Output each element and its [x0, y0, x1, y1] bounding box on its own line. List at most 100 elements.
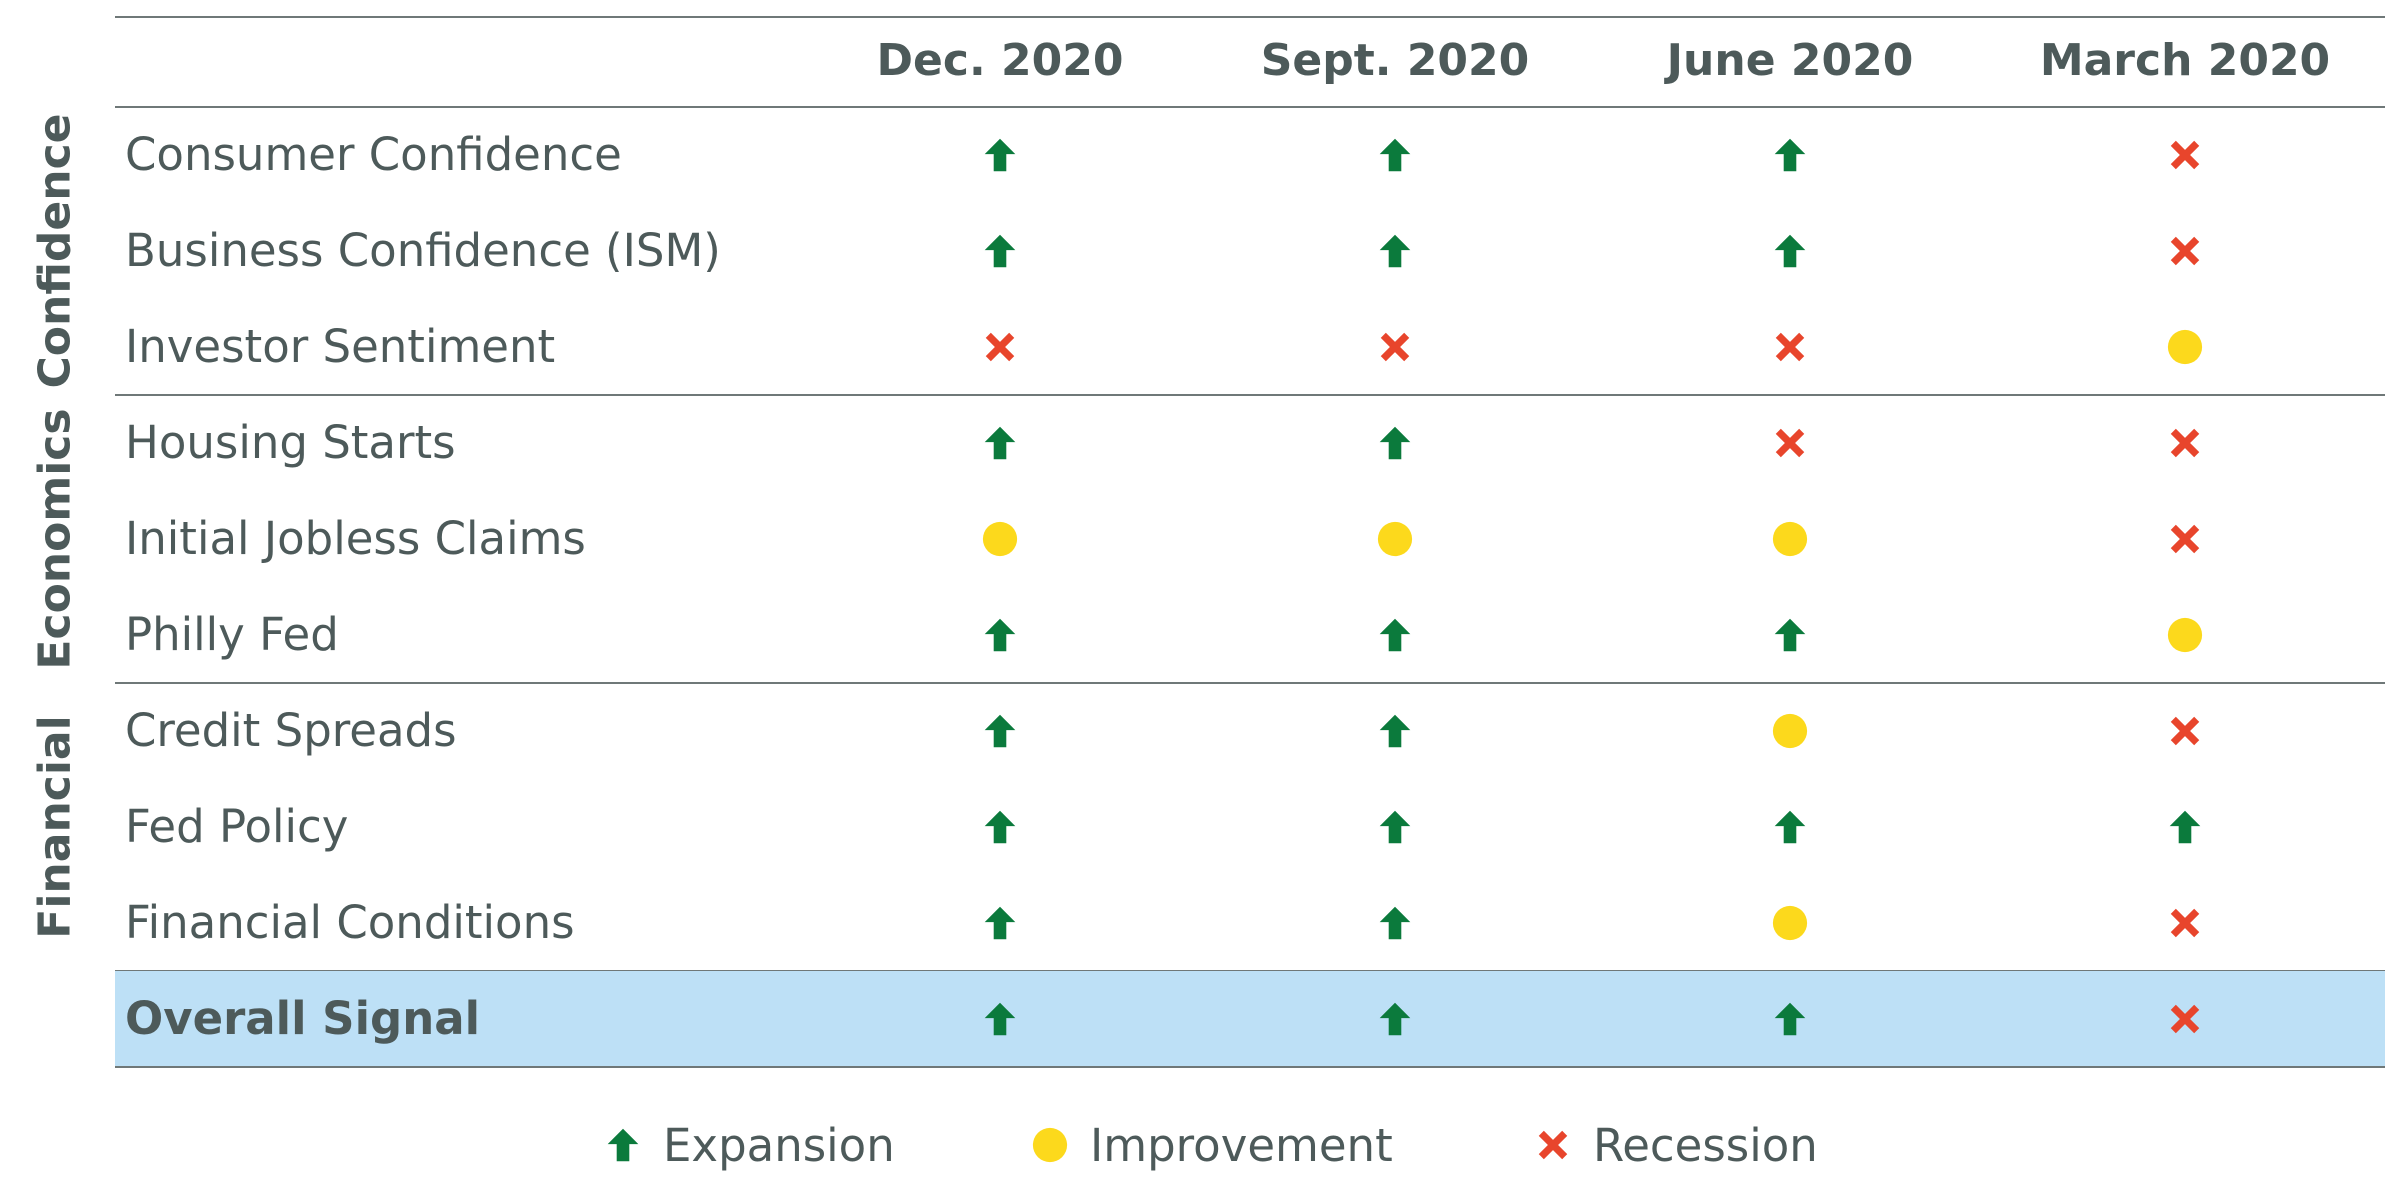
- table-row: Consumer Confidence: [115, 107, 2385, 203]
- signal-cell: [970, 587, 1030, 683]
- signal-cell: [1365, 299, 1425, 395]
- signal-cell: [1365, 203, 1425, 299]
- up-arrow-icon: [1774, 810, 1806, 844]
- signal-cell: [1760, 395, 1820, 491]
- signal-cell: [1760, 107, 1820, 203]
- signal-cell: [2155, 395, 2215, 491]
- group-rule: [115, 394, 2385, 396]
- legend-label: Expansion: [663, 1118, 895, 1172]
- group-label: Economics: [29, 408, 81, 670]
- group-rule: [115, 682, 2385, 684]
- red-x-icon: [2170, 140, 2200, 170]
- table-row: Initial Jobless Claims: [115, 491, 2385, 587]
- red-x-icon: [2170, 428, 2200, 458]
- red-x-icon: [2170, 716, 2200, 746]
- legend-label: Recession: [1593, 1118, 1818, 1172]
- signal-cell: [970, 683, 1030, 779]
- table-row: Philly Fed: [115, 587, 2385, 683]
- column-header: Sept. 2020: [1260, 35, 1530, 86]
- red-x-icon: [2170, 1004, 2200, 1034]
- signal-cell: [1760, 683, 1820, 779]
- up-arrow-icon: [984, 810, 1016, 844]
- up-arrow-icon: [1379, 714, 1411, 748]
- red-x-icon: [1775, 332, 1805, 362]
- signal-cell: [970, 875, 1030, 971]
- column-header: June 2020: [1666, 35, 1914, 86]
- indicator-label: Fed Policy: [125, 800, 349, 853]
- yellow-dot-icon: [1772, 905, 1808, 941]
- yellow-dot-icon: [1772, 713, 1808, 749]
- table-bottom-rule: [115, 1066, 2385, 1068]
- up-arrow-icon: [984, 714, 1016, 748]
- legend-item-recession: Recession: [1535, 1110, 1818, 1180]
- signal-cell: [1760, 779, 1820, 875]
- up-arrow-icon: [1774, 618, 1806, 652]
- red-x-icon: [2170, 236, 2200, 266]
- table-row: Financial Conditions: [115, 875, 2385, 971]
- signal-cell: [1760, 203, 1820, 299]
- yellow-dot-icon: [1032, 1127, 1068, 1163]
- signal-cell: [970, 395, 1030, 491]
- signal-cell: [1365, 395, 1425, 491]
- overall-signal-cell: [970, 971, 1030, 1067]
- header-rule: [115, 106, 2385, 108]
- signal-cell: [1760, 299, 1820, 395]
- signal-cell: [2155, 779, 2215, 875]
- table-row: Credit Spreads: [115, 683, 2385, 779]
- signal-cell: [1365, 779, 1425, 875]
- up-arrow-icon: [984, 906, 1016, 940]
- signal-cell: [2155, 683, 2215, 779]
- up-arrow-icon: [1379, 234, 1411, 268]
- legend-label: Improvement: [1090, 1118, 1393, 1172]
- indicator-label: Consumer Confidence: [125, 128, 622, 181]
- up-arrow-icon: [607, 1128, 639, 1162]
- red-x-icon: [985, 332, 1015, 362]
- red-x-icon: [2170, 524, 2200, 554]
- table-row: Business Confidence (ISM): [115, 203, 2385, 299]
- signal-cell: [2155, 203, 2215, 299]
- signal-cell: [2155, 875, 2215, 971]
- up-arrow-icon: [984, 1002, 1016, 1036]
- indicator-label: Credit Spreads: [125, 704, 457, 757]
- up-arrow-icon: [1379, 906, 1411, 940]
- signal-cell: [1365, 107, 1425, 203]
- yellow-dot-icon: [982, 521, 1018, 557]
- signal-cell: [2155, 299, 2215, 395]
- table-top-rule: [115, 16, 2385, 18]
- signal-cell: [970, 203, 1030, 299]
- indicator-label: Investor Sentiment: [125, 320, 556, 373]
- red-x-icon: [2170, 908, 2200, 938]
- overall-signal-cell: [1760, 971, 1820, 1067]
- yellow-dot-icon: [1772, 521, 1808, 557]
- red-x-icon: [1775, 428, 1805, 458]
- legend-item-improvement: Improvement: [1032, 1110, 1393, 1180]
- column-header: Dec. 2020: [876, 35, 1124, 86]
- signal-cell: [1365, 587, 1425, 683]
- header-row: Dec. 2020 Sept. 2020 June 2020 March 2020: [115, 15, 2385, 107]
- indicator-label: Housing Starts: [125, 416, 456, 469]
- signal-cell: [1760, 491, 1820, 587]
- up-arrow-icon: [984, 426, 1016, 460]
- legend: Expansion Improvement Recession: [0, 1110, 2400, 1180]
- overall-signal-cell: [1365, 971, 1425, 1067]
- table-row: Investor Sentiment: [115, 299, 2385, 395]
- signal-cell: [1365, 683, 1425, 779]
- up-arrow-icon: [1774, 234, 1806, 268]
- up-arrow-icon: [1379, 1002, 1411, 1036]
- signal-cell: [1760, 587, 1820, 683]
- legend-item-expansion: Expansion: [605, 1110, 895, 1180]
- signal-cell: [1365, 875, 1425, 971]
- signal-cell: [2155, 587, 2215, 683]
- group-label: Financial: [29, 715, 81, 939]
- column-header: March 2020: [2039, 35, 2331, 86]
- yellow-dot-icon: [2167, 329, 2203, 365]
- signal-cell: [1365, 491, 1425, 587]
- up-arrow-icon: [984, 234, 1016, 268]
- signal-cell: [970, 299, 1030, 395]
- signal-cell: [970, 491, 1030, 587]
- up-arrow-icon: [984, 618, 1016, 652]
- up-arrow-icon: [1379, 618, 1411, 652]
- indicator-label: Financial Conditions: [125, 896, 575, 949]
- table-row: Fed Policy: [115, 779, 2385, 875]
- overall-signal-row: Overall Signal: [115, 971, 2385, 1067]
